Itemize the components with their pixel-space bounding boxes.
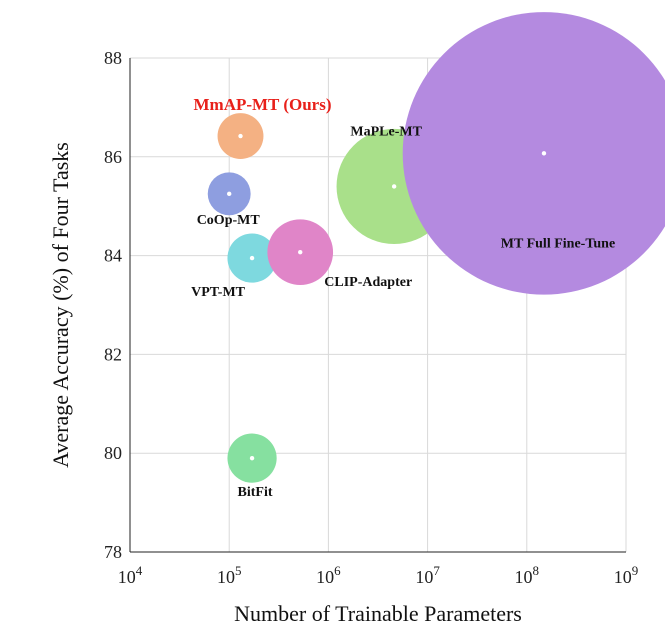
bubble-center-dot bbox=[298, 249, 303, 255]
y-axis-title: Average Accuracy (%) of Four Tasks bbox=[48, 142, 73, 468]
point-label: MmAP-MT (Ours) bbox=[193, 95, 331, 114]
x-tick-exponent: 8 bbox=[533, 563, 540, 578]
bubble-center-dot bbox=[249, 255, 255, 261]
x-tick-exponent: 7 bbox=[433, 563, 440, 578]
x-tick-base: 10 bbox=[415, 567, 433, 587]
y-tick-labels: 78 80 82 84 86 88 bbox=[104, 48, 122, 562]
y-tick-label: 78 bbox=[104, 542, 122, 562]
bubbles bbox=[207, 12, 665, 483]
bubble-center-dot bbox=[238, 133, 243, 139]
x-tick-label: 107 bbox=[415, 563, 440, 587]
x-tick-exponent: 4 bbox=[136, 563, 143, 578]
x-tick-label: 106 bbox=[316, 563, 341, 587]
x-tick-labels: 104 105 106 107 108 109 bbox=[118, 563, 639, 587]
bubble-center-dot bbox=[227, 191, 232, 197]
x-tick-label: 109 bbox=[614, 563, 639, 587]
x-tick-exponent: 9 bbox=[632, 563, 639, 578]
axes bbox=[129, 58, 626, 553]
point-label: MaPLe-MT bbox=[350, 124, 422, 139]
x-tick-exponent: 5 bbox=[235, 563, 242, 578]
point-label: CoOp-MT bbox=[197, 213, 261, 228]
point-label: VPT-MT bbox=[191, 285, 246, 300]
y-tick-label: 86 bbox=[104, 147, 122, 167]
x-tick-base: 10 bbox=[217, 567, 235, 587]
y-tick-label: 80 bbox=[104, 443, 122, 463]
bubble-center-dot bbox=[541, 151, 547, 156]
x-tick-label: 104 bbox=[118, 563, 143, 587]
point-label: BitFit bbox=[238, 485, 273, 500]
y-tick-label: 88 bbox=[104, 48, 122, 68]
y-tick-label: 84 bbox=[104, 246, 122, 266]
x-tick-base: 10 bbox=[614, 567, 632, 587]
x-tick-label: 105 bbox=[217, 563, 242, 587]
x-tick-base: 10 bbox=[515, 567, 533, 587]
bubble-center-dot bbox=[391, 184, 397, 189]
point-labels: MmAP-MT (Ours) CoOp-MT VPT-MT CLIP-Adapter M… bbox=[191, 95, 615, 500]
bubble bbox=[402, 12, 665, 295]
point-label: MT Full Fine-Tune bbox=[501, 236, 615, 251]
bubble-center-dot bbox=[249, 455, 255, 461]
x-tick-exponent: 6 bbox=[334, 563, 341, 578]
y-tick-label: 82 bbox=[104, 344, 122, 364]
x-tick-base: 10 bbox=[316, 567, 334, 587]
x-tick-base: 10 bbox=[118, 567, 136, 587]
x-axis-title: Number of Trainable Parameters bbox=[234, 601, 522, 626]
x-tick-label: 108 bbox=[515, 563, 540, 587]
point-label: CLIP-Adapter bbox=[324, 275, 412, 290]
